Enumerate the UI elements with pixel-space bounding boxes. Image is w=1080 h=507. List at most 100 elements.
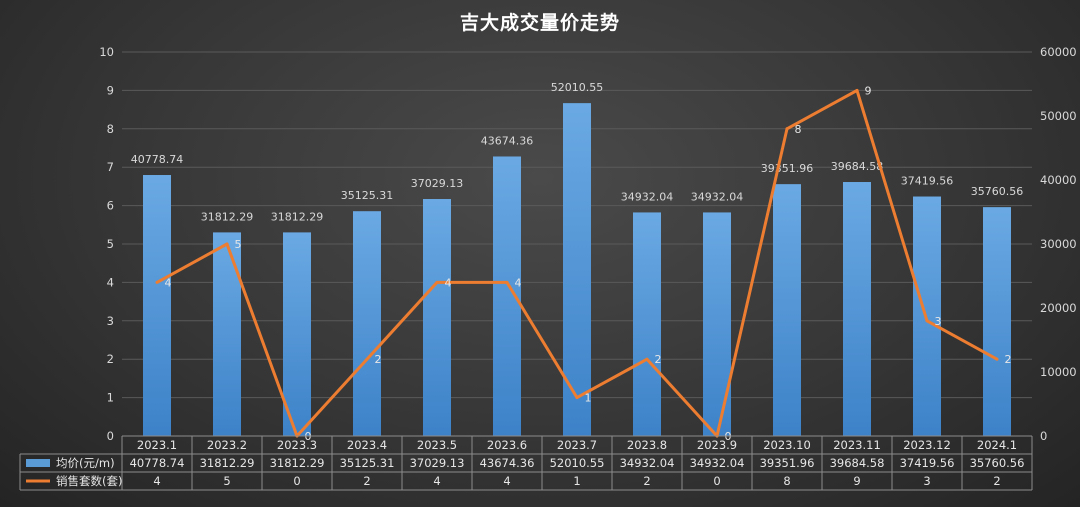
bar-data-label: 52010.55 xyxy=(551,81,604,94)
table-cell-sales: 9 xyxy=(853,474,860,488)
y-left-tick-label: 5 xyxy=(107,237,114,251)
y-left-tick-label: 10 xyxy=(99,45,114,59)
legend-label-sales: 销售套数(套) xyxy=(56,474,122,488)
y-left-tick-label: 8 xyxy=(107,122,114,136)
line-point xyxy=(575,396,579,400)
bar xyxy=(283,232,311,436)
y-right-tick-label: 50000 xyxy=(1040,109,1077,123)
bar-data-label: 37419.56 xyxy=(901,175,954,188)
bar xyxy=(563,103,591,436)
legend-label-price: 均价(元/m) xyxy=(56,456,115,470)
table-cell-sales: 4 xyxy=(433,474,440,488)
line-data-label: 2 xyxy=(375,353,382,366)
line-data-label: 2 xyxy=(1005,353,1012,366)
bar-data-label: 39351.96 xyxy=(761,162,814,175)
bar xyxy=(773,184,801,436)
bar-data-label: 34932.04 xyxy=(691,190,744,203)
y-left-tick-label: 9 xyxy=(107,83,114,97)
x-tick-label: 2023.2 xyxy=(207,438,247,452)
bar xyxy=(423,199,451,436)
line-point xyxy=(645,357,649,361)
table-cell-sales: 0 xyxy=(293,474,300,488)
y-left-tick-label: 2 xyxy=(107,352,114,366)
bar xyxy=(703,212,731,436)
line-data-label: 9 xyxy=(865,84,872,97)
table-cell-sales: 1 xyxy=(573,474,580,488)
table-cell-sales: 8 xyxy=(783,474,790,488)
line-data-label: 4 xyxy=(445,276,452,289)
x-tick-label: 2023.12 xyxy=(903,438,951,452)
line-data-label: 5 xyxy=(235,238,242,251)
y-left-tick-label: 6 xyxy=(107,199,114,213)
table-cell-price: 39351.96 xyxy=(760,456,815,470)
y-left-tick-label: 3 xyxy=(107,314,114,328)
table-cell-price: 34932.04 xyxy=(690,456,745,470)
y-right-tick-label: 40000 xyxy=(1040,173,1077,187)
table-cell-sales: 3 xyxy=(923,474,930,488)
line-point xyxy=(505,280,509,284)
line-point xyxy=(995,357,999,361)
table-cell-price: 35760.56 xyxy=(970,456,1025,470)
bar-data-label: 35760.56 xyxy=(971,185,1024,198)
line-data-label: 4 xyxy=(165,276,172,289)
table-cell-price: 37029.13 xyxy=(410,456,465,470)
bar-data-label: 40778.74 xyxy=(131,153,184,166)
x-tick-label: 2023.5 xyxy=(417,438,457,452)
y-right-tick-label: 20000 xyxy=(1040,301,1077,315)
table-cell-sales: 0 xyxy=(713,474,720,488)
table-cell-price: 31812.29 xyxy=(200,456,255,470)
line-point xyxy=(365,357,369,361)
x-tick-label: 2023.4 xyxy=(347,438,387,452)
table-cell-sales: 4 xyxy=(503,474,510,488)
y-left-tick-label: 0 xyxy=(107,429,114,443)
x-tick-label: 2023.1 xyxy=(137,438,177,452)
y-left-tick-label: 1 xyxy=(107,391,114,405)
table-cell-sales: 5 xyxy=(223,474,230,488)
bar xyxy=(633,212,661,436)
x-tick-label: 2023.3 xyxy=(277,438,317,452)
table-cell-sales: 4 xyxy=(153,474,160,488)
bar-data-label: 43674.36 xyxy=(481,134,534,147)
bar-data-label: 34932.04 xyxy=(621,190,674,203)
table-cell-price: 31812.29 xyxy=(270,456,325,470)
table-cell-sales: 2 xyxy=(363,474,370,488)
bar-data-label: 31812.29 xyxy=(201,210,254,223)
bar-data-label: 35125.31 xyxy=(341,189,394,202)
x-tick-label: 2023.11 xyxy=(833,438,881,452)
table-cell-price: 35125.31 xyxy=(340,456,395,470)
line-point xyxy=(225,242,229,246)
bar xyxy=(213,232,241,436)
line-point xyxy=(155,280,159,284)
y-left-tick-label: 4 xyxy=(107,275,114,289)
line-point xyxy=(855,88,859,92)
x-tick-label: 2023.9 xyxy=(697,438,737,452)
table-cell-sales: 2 xyxy=(993,474,1000,488)
bar-data-label: 37029.13 xyxy=(411,177,464,190)
table-cell-sales: 2 xyxy=(643,474,650,488)
table-cell-price: 39684.58 xyxy=(830,456,885,470)
x-tick-label: 2024.1 xyxy=(977,438,1017,452)
y-right-tick-label: 10000 xyxy=(1040,365,1077,379)
line-data-label: 8 xyxy=(795,123,802,136)
chart-title: 吉大成交量价走势 xyxy=(459,12,620,34)
line-data-label: 3 xyxy=(935,315,942,328)
table-cell-price: 43674.36 xyxy=(480,456,535,470)
y-left-tick-label: 7 xyxy=(107,160,114,174)
x-tick-label: 2023.7 xyxy=(557,438,597,452)
line-data-label: 1 xyxy=(585,392,592,405)
bar-data-label: 31812.29 xyxy=(271,210,324,223)
bar xyxy=(353,211,381,436)
bar xyxy=(843,182,871,436)
y-right-tick-label: 60000 xyxy=(1040,45,1077,59)
bar xyxy=(143,175,171,437)
line-point xyxy=(435,280,439,284)
table-cell-price: 40778.74 xyxy=(130,456,185,470)
x-tick-label: 2023.10 xyxy=(763,438,811,452)
line-data-label: 2 xyxy=(655,353,662,366)
legend-key-bar xyxy=(26,459,50,467)
x-tick-label: 2023.8 xyxy=(627,438,667,452)
line-data-label: 4 xyxy=(515,276,522,289)
table-cell-price: 37419.56 xyxy=(900,456,955,470)
